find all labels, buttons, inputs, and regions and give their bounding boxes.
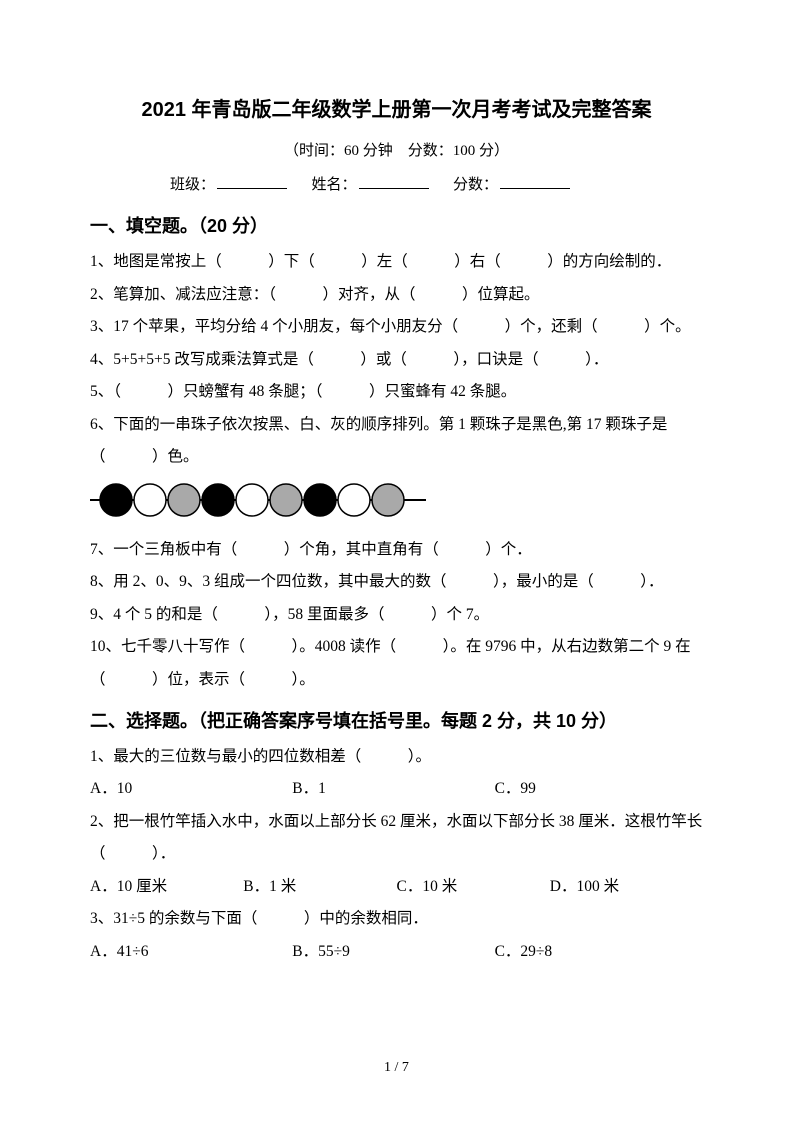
question-3: 3、17 个苹果，平均分给 4 个小朋友，每个小朋友分（ ）个，还剩（ ）个。 (90, 311, 703, 344)
s2-q3-options: A．41÷6 B．55÷9 C．29÷8 (90, 936, 703, 969)
s2-q1-opt-c: C．99 (495, 773, 703, 806)
student-info-line: 班级： 姓名： 分数： (90, 170, 703, 200)
question-7: 7、一个三角板中有（ ）个角，其中直角有（ ）个． (90, 534, 703, 567)
beads-figure (90, 482, 703, 530)
question-1: 1、地图是常按上（ ）下（ ）左（ ）右（ ）的方向绘制的． (90, 246, 703, 279)
section-1-heading: 一、填空题。（20 分） (90, 208, 703, 244)
s2-question-3: 3、31÷5 的余数与下面（ ）中的余数相同． (90, 903, 703, 936)
s2-q1-opt-b: B．1 (292, 773, 494, 806)
s2-q2-opt-a: A．10 厘米 (90, 871, 243, 904)
question-10: 10、七千零八十写作（ ）。4008 读作（ ）。在 9796 中，从右边数第二… (90, 631, 703, 696)
page-title: 2021 年青岛版二年级数学上册第一次月考考试及完整答案 (90, 90, 703, 130)
s2-q2-opt-b: B．1 米 (243, 871, 396, 904)
s2-q3-opt-b: B．55÷9 (292, 936, 494, 969)
question-5: 5、（ ）只螃蟹有 48 条腿；（ ）只蜜蜂有 42 条腿。 (90, 376, 703, 409)
page-subtitle: （时间：60 分钟 分数：100 分） (90, 136, 703, 166)
s2-q3-opt-a: A．41÷6 (90, 936, 292, 969)
question-4: 4、5+5+5+5 改写成乘法算式是（ ）或（ ），口诀是（ ）． (90, 344, 703, 377)
s2-q1-opt-a: A．10 (90, 773, 292, 806)
question-2: 2、笔算加、减法应注意：（ ）对齐，从（ ）位算起。 (90, 279, 703, 312)
s2-q3-opt-c: C．29÷8 (495, 936, 703, 969)
score-blank (500, 171, 570, 189)
class-blank (217, 171, 287, 189)
section-2-heading: 二、选择题。（把正确答案序号填在括号里。每题 2 分，共 10 分） (90, 703, 703, 739)
class-label: 班级： (170, 177, 215, 193)
name-blank (359, 171, 429, 189)
beads-svg (90, 482, 426, 518)
s2-q2-options: A．10 厘米 B．1 米 C．10 米 D．100 米 (90, 871, 703, 904)
question-6: 6、下面的一串珠子依次按黑、白、灰的顺序排列。第 1 颗珠子是黑色,第 17 颗… (90, 409, 703, 474)
question-9: 9、4 个 5 的和是（ ），58 里面最多（ ）个 7。 (90, 599, 703, 632)
score-label: 分数： (453, 177, 498, 193)
name-label: 姓名： (312, 177, 357, 193)
exam-page: 2021 年青岛版二年级数学上册第一次月考考试及完整答案 （时间：60 分钟 分… (0, 0, 793, 1122)
question-8: 8、用 2、0、9、3 组成一个四位数，其中最大的数（ ），最小的是（ ）． (90, 566, 703, 599)
s2-q2-opt-c: C．10 米 (397, 871, 550, 904)
page-footer: 1 / 7 (0, 1054, 793, 1082)
s2-q2-opt-d: D．100 米 (550, 871, 703, 904)
s2-question-2: 2、把一根竹竿插入水中，水面以上部分长 62 厘米，水面以下部分长 38 厘米．… (90, 806, 703, 871)
s2-question-1: 1、最大的三位数与最小的四位数相差（ ）。 (90, 741, 703, 774)
s2-q1-options: A．10 B．1 C．99 (90, 773, 703, 806)
